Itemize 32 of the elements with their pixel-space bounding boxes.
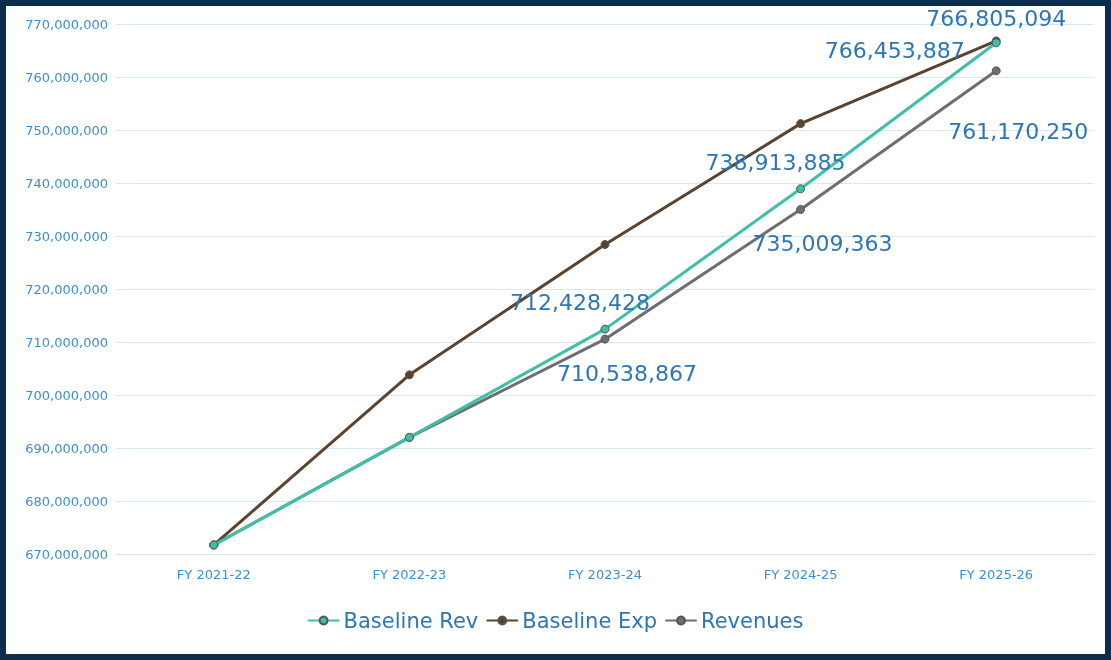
- point: [796, 184, 806, 194]
- x-tick-label: FY 2025-26: [959, 567, 1034, 582]
- y-tick-label: 690,000,000: [25, 440, 108, 456]
- data-label: 761,170,250: [948, 118, 1089, 144]
- data-label: 710,538,867: [557, 361, 697, 387]
- point: [600, 334, 610, 344]
- x-tick-label: FY 2024-25: [763, 567, 838, 582]
- y-tick-label: 760,000,000: [25, 69, 108, 85]
- y-tick-label: 700,000,000: [25, 387, 108, 403]
- point: [404, 370, 414, 380]
- y-tick-label: 770,000,000: [25, 16, 108, 32]
- point: [796, 204, 806, 214]
- y-tick-label: 750,000,000: [25, 122, 108, 138]
- legend-label: Revenues: [701, 608, 804, 633]
- data-label: 766,453,887: [824, 38, 965, 64]
- legend-label: Baseline Rev: [343, 608, 479, 633]
- point: [600, 239, 610, 249]
- data-label: 735,009,363: [752, 231, 893, 257]
- point: [796, 119, 806, 129]
- point: [991, 66, 1001, 76]
- y-tick-label: 680,000,000: [25, 493, 108, 509]
- data-label: 766,805,094: [926, 5, 1067, 31]
- x-tick-label: FY 2021-22: [176, 567, 251, 582]
- point: [600, 324, 610, 334]
- x-tick-label: FY 2023-24: [568, 567, 642, 582]
- y-tick-label: 670,000,000: [25, 546, 108, 562]
- y-tick-label: 730,000,000: [25, 228, 108, 244]
- legend-label: Baseline Exp: [522, 608, 658, 633]
- y-tick-label: 720,000,000: [25, 281, 108, 297]
- y-tick-label: 740,000,000: [25, 175, 108, 191]
- y-tick-label: 710,000,000: [25, 334, 108, 350]
- x-tick-label: FY 2022-23: [372, 567, 447, 582]
